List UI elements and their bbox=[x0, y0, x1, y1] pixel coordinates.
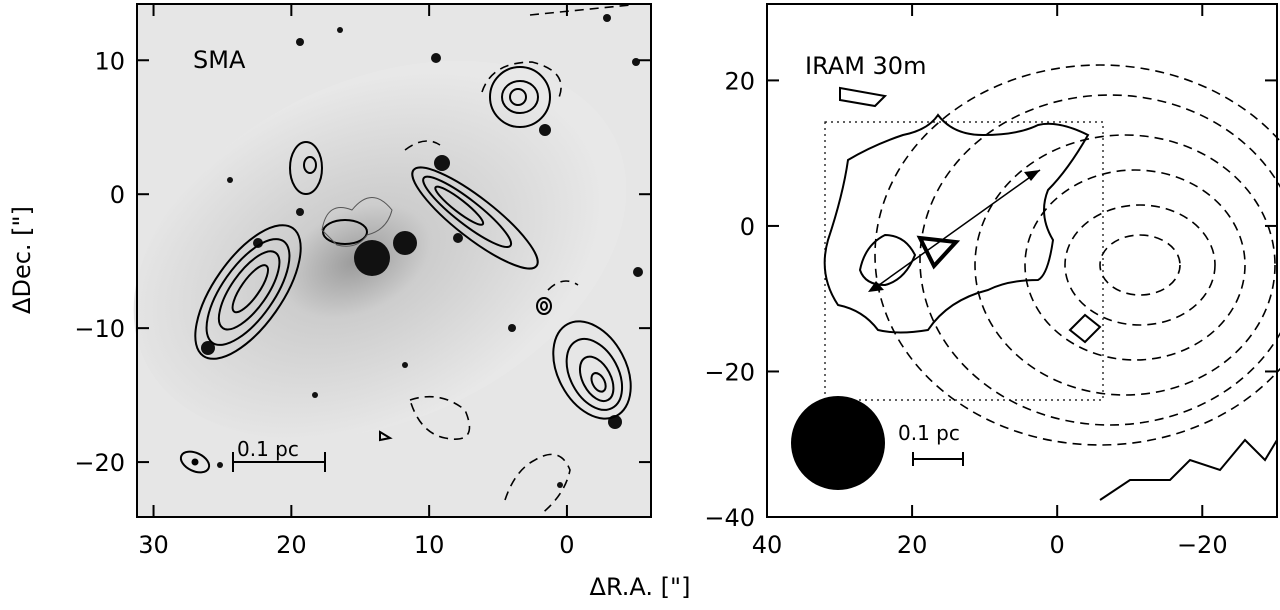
panel-label: SMA bbox=[193, 46, 246, 74]
iram-contours bbox=[791, 64, 1280, 501]
x-tick-label: −20 bbox=[1177, 531, 1228, 559]
x-tick-label: 20 bbox=[897, 531, 928, 559]
sma-image bbox=[133, 4, 651, 517]
scale-label: 0.1 pc bbox=[898, 421, 960, 445]
x-tick-label: 20 bbox=[276, 531, 307, 559]
x-tick-label: 40 bbox=[752, 531, 783, 559]
x-tick-label: 0 bbox=[1050, 531, 1065, 559]
y-tick-label: 20 bbox=[724, 67, 755, 95]
panel-label: IRAM 30m bbox=[805, 52, 926, 80]
y-tick-label: −20 bbox=[704, 358, 755, 386]
y-tick-label: −20 bbox=[74, 449, 125, 477]
frame bbox=[766, 3, 1278, 518]
scale-label: 0.1 pc bbox=[237, 437, 299, 461]
x-tick-label: 0 bbox=[559, 531, 574, 559]
y-tick-label: 0 bbox=[110, 181, 125, 209]
y-tick-label: −10 bbox=[74, 315, 125, 343]
y-tick-label: 0 bbox=[740, 213, 755, 241]
y-axis-label: ΔDec. ["] bbox=[8, 206, 36, 314]
y-tick-label: −40 bbox=[704, 504, 755, 532]
frame bbox=[136, 3, 652, 518]
x-axis-label: ΔR.A. ["] bbox=[590, 573, 691, 601]
y-tick-label: 10 bbox=[94, 47, 125, 75]
x-tick-label: 30 bbox=[138, 531, 169, 559]
sma-contours bbox=[179, 4, 632, 516]
x-tick-label: 10 bbox=[414, 531, 445, 559]
